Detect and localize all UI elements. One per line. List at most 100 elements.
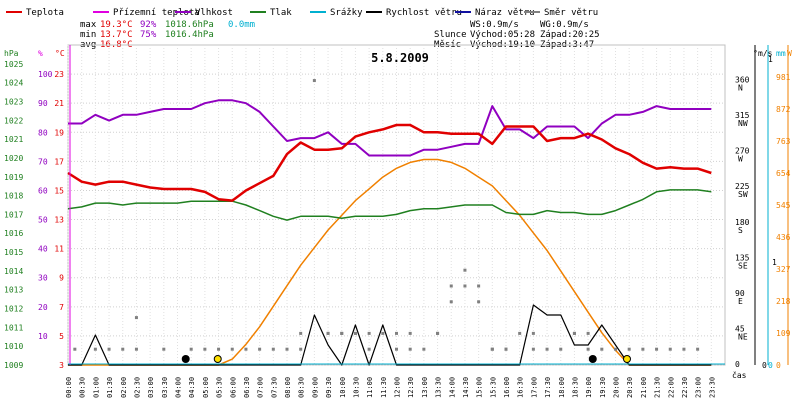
moonset-marker (181, 355, 190, 363)
pressure-tick: 1024 (4, 79, 23, 88)
sunset-marker (622, 355, 631, 363)
x-tick: 05:00 (202, 377, 210, 398)
direction-label: W (738, 155, 743, 164)
direction-point (285, 347, 289, 351)
pressure-tick: 1014 (4, 267, 23, 276)
pressure-tick: 1019 (4, 173, 23, 182)
info-sunrise: Východ:05:28 (470, 30, 535, 40)
temperature-tick: 9 (59, 274, 64, 283)
stat-max-rain: 0.0mm (228, 20, 255, 30)
humidity-tick: 20 (38, 303, 48, 312)
x-tick: 14:00 (448, 377, 456, 398)
direction-label: S (738, 226, 743, 235)
sun-tick: 763 (776, 137, 791, 146)
legend-label: Tlak (270, 8, 292, 18)
direction-point (641, 347, 645, 351)
legend-label: Vlhkost (195, 8, 233, 18)
stat-min-press: 1016.4hPa (165, 30, 214, 40)
info-wg: WG:0.9m/s (540, 20, 589, 30)
x-tick: 00:00 (65, 377, 73, 398)
sun-tick: 654 (776, 169, 791, 178)
x-tick: 18:00 (558, 377, 566, 398)
wind-max: 1 (768, 55, 773, 64)
pressure-tick: 1012 (4, 305, 23, 314)
x-tick: 09:00 (311, 377, 319, 398)
info-ws: WS:0.9m/s (470, 20, 519, 30)
temperature-tick: 15 (54, 186, 64, 195)
x-tick: 14:30 (462, 377, 470, 398)
x-tick: 21:00 (640, 377, 648, 398)
x-tick: 20:00 (613, 377, 621, 398)
x-axis-label: čas (732, 370, 747, 380)
direction-point (258, 347, 262, 351)
rain-zero: 0 (768, 361, 773, 370)
sun-tick: 981 (776, 73, 791, 82)
x-tick: 19:30 (599, 377, 607, 398)
x-tick: 10:00 (339, 377, 347, 398)
axis-unit-mm: mm (776, 49, 786, 58)
moonrise-marker (588, 355, 597, 363)
direction-point (422, 347, 426, 351)
humidity-tick: 80 (38, 128, 48, 137)
x-tick: 23:00 (695, 377, 703, 398)
direction-tick: 270 (735, 147, 750, 156)
x-tick: 16:00 (503, 377, 511, 398)
temperature-tick: 13 (54, 216, 64, 225)
direction-label: N (738, 84, 743, 93)
direction-point (449, 300, 453, 304)
direction-point (682, 347, 686, 351)
temperature-tick: 17 (54, 157, 64, 166)
direction-point (162, 347, 166, 351)
direction-point (463, 268, 467, 272)
axis-unit-pct: % (38, 49, 43, 58)
x-tick: 00:30 (79, 377, 87, 398)
direction-tick: 315 (735, 111, 750, 120)
temperature-tick: 7 (59, 303, 64, 312)
pressure-tick: 1017 (4, 210, 23, 219)
sun-tick: 872 (776, 105, 791, 114)
direction-point (408, 347, 412, 351)
humidity-tick: 40 (38, 245, 48, 254)
direction-point (230, 347, 234, 351)
direction-point (353, 331, 357, 335)
x-tick: 11:00 (366, 377, 374, 398)
legend-label: Rychlost větru (386, 8, 462, 18)
x-tick: 05:30 (216, 377, 224, 398)
x-tick: 15:00 (476, 377, 484, 398)
direction-point (93, 347, 97, 351)
pressure-tick: 1018 (4, 192, 23, 201)
direction-point (696, 347, 700, 351)
x-tick: 02:30 (133, 377, 141, 398)
x-tick: 22:00 (667, 377, 675, 398)
pressure-tick: 1022 (4, 116, 23, 125)
direction-point (490, 347, 494, 351)
pressure-tick: 1015 (4, 248, 23, 257)
direction-point (107, 347, 111, 351)
sun-tick: 545 (776, 201, 791, 210)
x-tick: 07:00 (257, 377, 265, 398)
direction-point (271, 347, 275, 351)
sun-tick: 0 (776, 361, 781, 370)
x-tick: 07:30 (270, 377, 278, 398)
direction-point (134, 347, 138, 351)
direction-point (477, 284, 481, 288)
temperature-tick: 21 (54, 99, 64, 108)
x-tick: 08:30 (298, 377, 306, 398)
humidity-tick: 50 (38, 216, 48, 225)
sunrise-marker (213, 355, 222, 363)
direction-point (531, 347, 535, 351)
humidity-tick: 30 (38, 274, 48, 283)
direction-point (367, 347, 371, 351)
x-tick: 01:00 (92, 377, 100, 398)
axis-unit-w: W (787, 49, 792, 58)
sun-tick: 218 (776, 297, 791, 306)
direction-point (73, 347, 77, 351)
pressure-tick: 1009 (4, 361, 23, 370)
legend-label: Srážky (330, 8, 363, 18)
axis-unit-hpa: hPa (4, 49, 19, 58)
temperature-tick: 3 (59, 361, 64, 370)
pressure-tick: 1020 (4, 154, 23, 163)
series-humidity (68, 99, 712, 157)
